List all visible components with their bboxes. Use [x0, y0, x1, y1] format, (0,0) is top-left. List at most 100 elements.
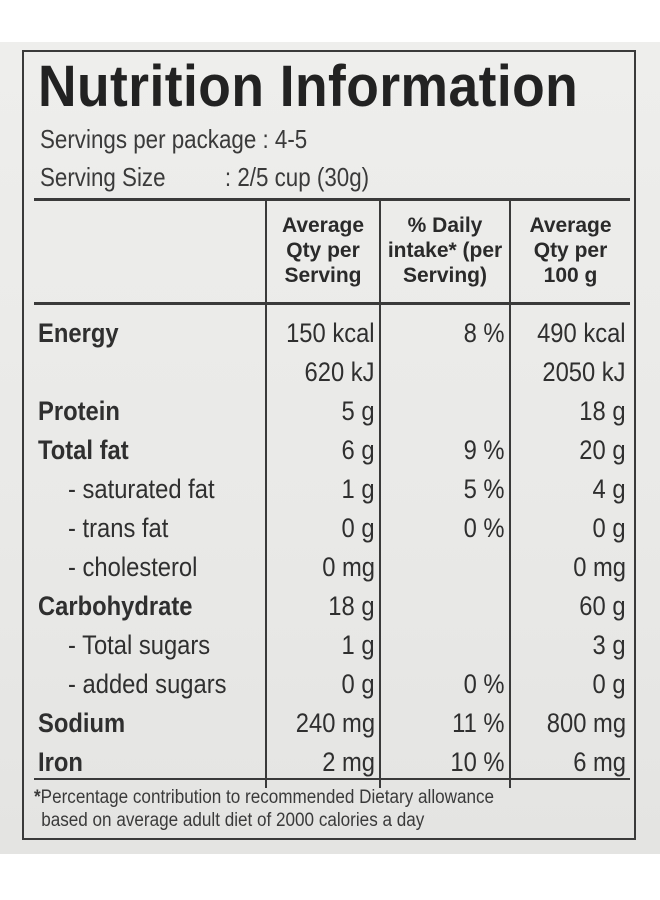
nutrient-label: Iron	[34, 743, 266, 788]
value-text: 0 g	[341, 512, 375, 543]
daily-intake-value	[379, 586, 510, 626]
per-100g-value: 0 mg	[509, 547, 630, 587]
per-serving-value: 240 mg	[265, 703, 380, 743]
table-row: - cholesterol 0 mg 0 mg	[34, 547, 630, 587]
nutrient-name: Energy	[38, 318, 119, 349]
table-row: - added sugars 0 g 0 % 0 g	[34, 664, 630, 704]
value-text: 1 g	[341, 629, 375, 660]
value-text: 9 %	[464, 434, 505, 465]
value-text: 3 g	[592, 629, 626, 660]
footnote-line-1: *Percentage contribution to recommended …	[34, 786, 570, 809]
table-row: Protein 5 g 18 g	[34, 391, 630, 431]
value-text: 0 mg	[573, 551, 626, 582]
value-text: 5 %	[464, 473, 505, 504]
daily-intake-value	[379, 352, 510, 392]
nutrient-name: Protein	[38, 395, 120, 426]
table-row: Total fat 6 g 9 % 20 g	[34, 430, 630, 470]
footnote-line-2: based on average adult diet of 2000 calo…	[41, 810, 425, 832]
serving-size-label: Serving Size	[40, 162, 166, 192]
nutrient-label	[34, 353, 266, 392]
per-100g-value: 800 mg	[509, 703, 630, 743]
table-row: Sodium 240 mg 11 % 800 mg	[34, 703, 630, 743]
table-header-row: Average Qty per Serving % Daily intake* …	[34, 198, 630, 305]
header-line: % Daily	[407, 214, 483, 238]
nutrient-label: - saturated fat	[34, 470, 266, 509]
header-line: Average	[529, 214, 612, 238]
per-serving-value: 5 g	[265, 391, 380, 431]
per-100g-value: 3 g	[509, 625, 630, 665]
value-text: 10 %	[450, 746, 505, 777]
nutrient-label: - trans fat	[34, 509, 266, 548]
daily-intake-value	[379, 391, 510, 431]
header-per-serving: Average Qty per Serving	[265, 198, 380, 305]
nutrient-label: Protein	[34, 392, 266, 431]
per-serving-value: 0 mg	[265, 547, 380, 587]
value-text: 800 mg	[546, 707, 626, 738]
value-text: 60 g	[579, 590, 626, 621]
per-serving-value: 18 g	[265, 586, 380, 626]
value-text: 6 g	[341, 434, 375, 465]
value-text: 2050 kJ	[542, 356, 626, 387]
nutrient-name: Carbohydrate	[38, 590, 193, 621]
per-100g-value: 60 g	[509, 586, 630, 626]
daily-intake-value: 9 %	[379, 430, 510, 470]
value-text: 150 kcal	[286, 318, 375, 349]
value-text: 11 %	[452, 707, 505, 738]
value-text: 0 g	[592, 668, 626, 699]
nutrient-name: - added sugars	[68, 668, 227, 699]
per-100g-value: 2050 kJ	[509, 352, 630, 392]
daily-intake-value: 0 %	[379, 508, 510, 548]
servings-value: 4-5	[274, 124, 308, 154]
per-serving-value: 150 kcal	[265, 303, 380, 353]
value-text: 2 mg	[322, 746, 375, 777]
table-row: Iron 2 mg 10 % 6 mg	[34, 742, 630, 788]
header-line: Qty per	[533, 239, 608, 263]
value-text: 4 g	[592, 473, 626, 504]
per-100g-value: 20 g	[509, 430, 630, 470]
value-text: 0 g	[592, 512, 626, 543]
per-100g-value: 0 g	[509, 508, 630, 548]
serving-size-value: : 2/5 cup (30g)	[224, 162, 370, 192]
nutrient-label: - Total sugars	[34, 626, 266, 665]
header-line: Qty per	[286, 239, 360, 263]
footnote-star: *	[34, 787, 41, 808]
nutrient-label: - cholesterol	[34, 548, 266, 587]
value-text: 240 mg	[295, 707, 375, 738]
serving-size: Serving Size : 2/5 cup (30g)	[40, 162, 369, 193]
header-line: Average	[281, 214, 365, 238]
table-row: - trans fat 0 g 0 % 0 g	[34, 508, 630, 548]
per-100g-value: 4 g	[509, 469, 630, 509]
header-per-100g: Average Qty per 100 g	[509, 198, 630, 305]
table-row: Energy 150 kcal 8 % 490 kcal	[34, 303, 630, 353]
value-text: 1 g	[341, 473, 375, 504]
per-serving-value: 1 g	[265, 625, 380, 665]
header-line: 100 g	[543, 263, 598, 287]
page-title: Nutrition Information	[38, 54, 579, 119]
value-text: 0 %	[464, 512, 505, 543]
nutrient-name: - cholesterol	[68, 551, 198, 582]
header-line: Serving)	[402, 263, 488, 287]
value-text: 620 kJ	[304, 356, 375, 387]
value-text: 20 g	[579, 434, 626, 465]
header-line: intake* (per	[387, 239, 503, 263]
per-serving-value: 0 g	[265, 664, 380, 704]
value-text: 18 g	[328, 590, 375, 621]
header-nutrient	[34, 198, 266, 305]
per-serving-value: 1 g	[265, 469, 380, 509]
nutrition-panel-border	[22, 50, 636, 840]
value-text: 0 %	[464, 668, 505, 699]
value-text: 8 %	[464, 318, 505, 349]
value-text: 5 g	[341, 395, 375, 426]
nutrient-name: Iron	[38, 746, 83, 777]
nutrient-label: Sodium	[34, 704, 266, 743]
daily-intake-value: 8 %	[379, 303, 510, 353]
nutrient-name: - saturated fat	[68, 473, 215, 504]
nutrient-label: Carbohydrate	[34, 587, 266, 626]
daily-intake-value: 11 %	[379, 703, 510, 743]
nutrient-label: - added sugars	[34, 665, 266, 704]
per-serving-value: 6 g	[265, 430, 380, 470]
table-row: - Total sugars 1 g 3 g	[34, 625, 630, 665]
nutrient-name: - trans fat	[68, 512, 169, 543]
value-text: 0 g	[341, 668, 375, 699]
header-daily-intake: % Daily intake* (per Serving)	[379, 198, 510, 305]
